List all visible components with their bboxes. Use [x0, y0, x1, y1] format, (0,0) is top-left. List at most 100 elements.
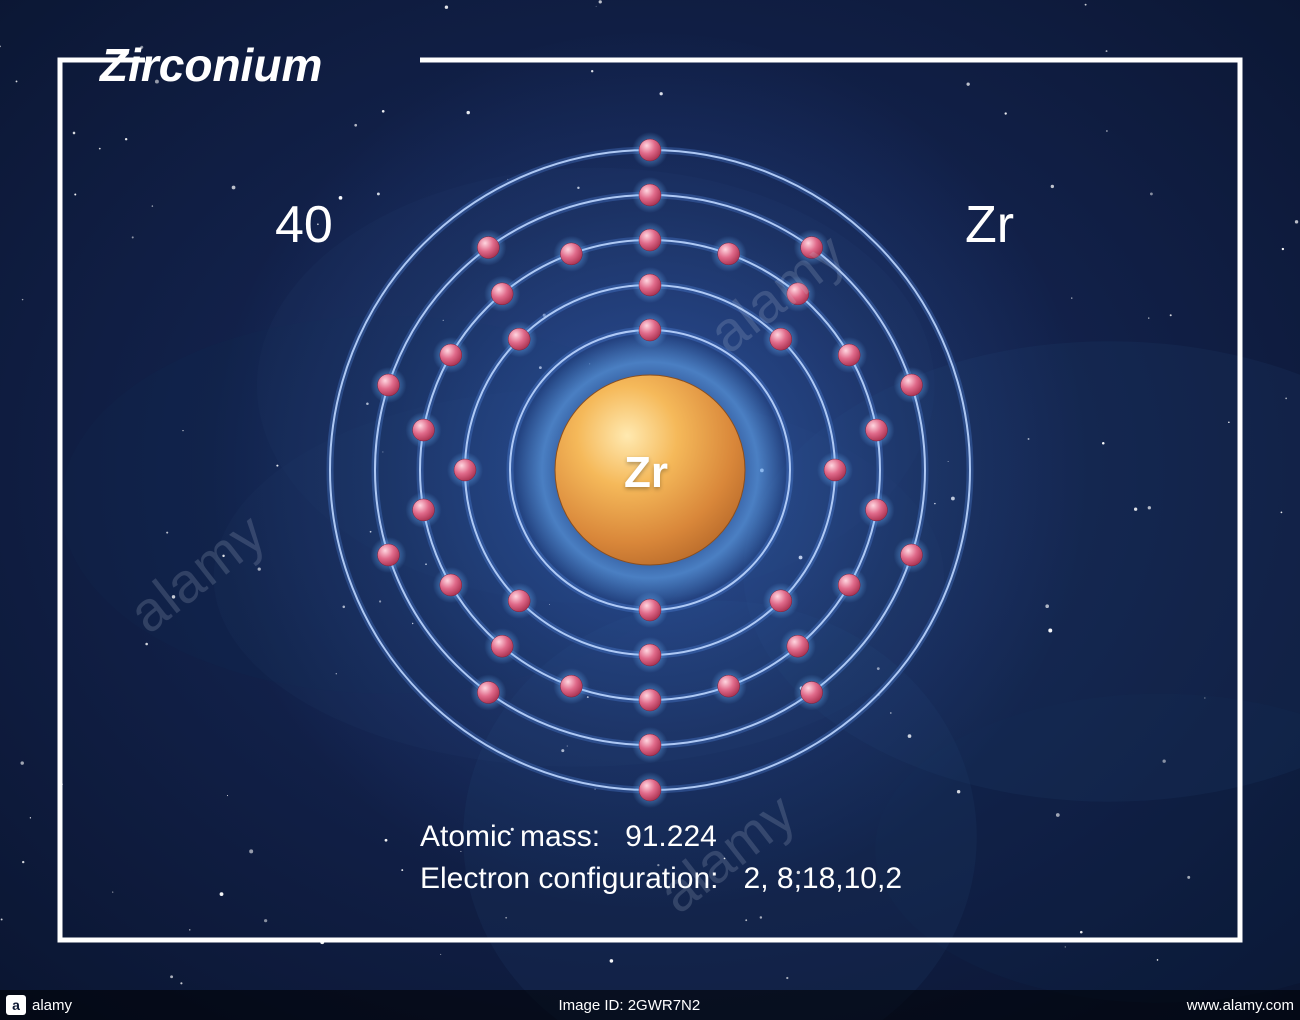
- electron: [491, 635, 513, 657]
- electron: [639, 779, 661, 801]
- star: [1150, 193, 1153, 196]
- star: [1295, 220, 1298, 223]
- star: [232, 186, 236, 190]
- electron: [560, 243, 582, 265]
- star: [1187, 876, 1190, 879]
- electron: [838, 344, 860, 366]
- star: [145, 643, 148, 646]
- star: [596, 6, 597, 7]
- star: [1005, 112, 1007, 114]
- alamy-brand-text: alamy: [32, 997, 72, 1014]
- star: [227, 795, 228, 796]
- star: [1106, 50, 1108, 52]
- watermark-bar: a alamy Image ID: 2GWR7N2 www.alamy.com: [0, 990, 1300, 1020]
- star: [182, 430, 183, 431]
- star: [180, 982, 182, 984]
- star: [1204, 697, 1205, 698]
- star: [966, 83, 969, 86]
- electron-config-label: Electron configuration:: [420, 862, 719, 895]
- star: [382, 110, 385, 113]
- star: [401, 869, 403, 871]
- electron: [787, 635, 809, 657]
- electron: [639, 139, 661, 161]
- electron: [787, 283, 809, 305]
- electron: [639, 599, 661, 621]
- electron: [454, 459, 476, 481]
- star: [1085, 4, 1087, 6]
- element-symbol-label: Zr: [965, 195, 1014, 255]
- electron: [770, 328, 792, 350]
- electron: [440, 344, 462, 366]
- electron: [838, 574, 860, 596]
- star: [220, 892, 224, 896]
- star: [599, 0, 602, 3]
- star: [1228, 422, 1230, 424]
- electron: [477, 237, 499, 259]
- star: [22, 299, 23, 300]
- star: [505, 917, 507, 919]
- electron: [824, 459, 846, 481]
- electron: [508, 328, 530, 350]
- star: [1102, 442, 1105, 445]
- electron: [801, 681, 823, 703]
- star: [1157, 959, 1159, 961]
- star: [760, 916, 762, 918]
- star: [1065, 946, 1066, 947]
- star: [170, 975, 173, 978]
- alamy-logo-icon: a: [6, 995, 26, 1015]
- electron: [866, 419, 888, 441]
- element-title: Zirconium: [90, 38, 332, 92]
- star: [30, 817, 31, 818]
- electron: [639, 689, 661, 711]
- electron: [866, 499, 888, 521]
- electron: [639, 319, 661, 341]
- electron: [412, 499, 434, 521]
- star: [1162, 760, 1165, 763]
- star: [249, 849, 253, 853]
- star: [189, 929, 190, 930]
- star: [1285, 397, 1287, 399]
- star: [1080, 931, 1083, 934]
- nucleus-symbol: Zr: [624, 448, 668, 498]
- electron: [491, 283, 513, 305]
- star: [1282, 248, 1284, 250]
- star: [264, 919, 267, 922]
- star: [132, 236, 134, 238]
- electron: [718, 675, 740, 697]
- star: [1051, 185, 1054, 188]
- star: [957, 790, 960, 793]
- star: [22, 861, 24, 863]
- star: [125, 138, 127, 140]
- star: [74, 193, 76, 195]
- star: [152, 205, 153, 206]
- electron: [377, 544, 399, 566]
- electron: [412, 419, 434, 441]
- star: [1148, 317, 1149, 318]
- electron: [477, 681, 499, 703]
- star: [73, 132, 76, 135]
- star: [610, 959, 614, 963]
- electron: [440, 574, 462, 596]
- electron-config-value: 2, 8,18,10,2: [744, 862, 902, 895]
- image-id-text: Image ID: 2GWR7N2: [559, 997, 701, 1014]
- star: [1056, 813, 1060, 817]
- star: [172, 595, 175, 598]
- star: [99, 148, 101, 150]
- star: [1148, 506, 1151, 509]
- electron: [801, 237, 823, 259]
- atomic-mass-line: Atomic mass: 91.224: [420, 820, 717, 854]
- alamy-site-text: www.alamy.com: [1187, 997, 1294, 1014]
- atomic-mass-label: Atomic mass:: [420, 820, 600, 853]
- atomic-number-label: 40: [275, 195, 333, 255]
- electron: [639, 274, 661, 296]
- star: [1281, 511, 1283, 513]
- star: [1, 918, 3, 920]
- electron: [718, 243, 740, 265]
- star: [21, 761, 24, 764]
- electron: [639, 184, 661, 206]
- electron: [377, 374, 399, 396]
- electron: [901, 544, 923, 566]
- electron: [639, 229, 661, 251]
- star: [166, 532, 168, 534]
- electron: [901, 374, 923, 396]
